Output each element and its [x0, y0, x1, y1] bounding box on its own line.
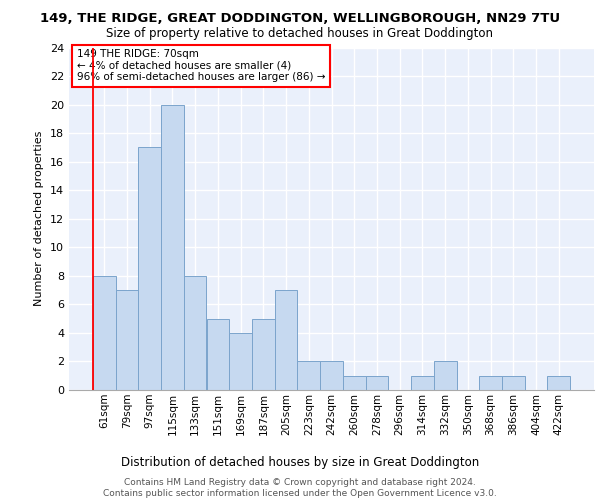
- Bar: [206, 318, 229, 390]
- Bar: [343, 376, 365, 390]
- Text: Distribution of detached houses by size in Great Doddington: Distribution of detached houses by size …: [121, 456, 479, 469]
- Bar: [479, 376, 502, 390]
- Bar: [298, 362, 320, 390]
- Bar: [411, 376, 434, 390]
- Bar: [275, 290, 298, 390]
- Bar: [252, 318, 275, 390]
- Text: Size of property relative to detached houses in Great Doddington: Size of property relative to detached ho…: [107, 27, 493, 40]
- Bar: [320, 362, 343, 390]
- Text: Contains HM Land Registry data © Crown copyright and database right 2024.
Contai: Contains HM Land Registry data © Crown c…: [103, 478, 497, 498]
- Bar: [229, 333, 252, 390]
- Text: 149 THE RIDGE: 70sqm
← 4% of detached houses are smaller (4)
96% of semi-detache: 149 THE RIDGE: 70sqm ← 4% of detached ho…: [77, 49, 325, 82]
- Bar: [139, 148, 161, 390]
- Bar: [161, 104, 184, 390]
- Bar: [434, 362, 457, 390]
- Bar: [93, 276, 116, 390]
- Bar: [365, 376, 388, 390]
- Text: 149, THE RIDGE, GREAT DODDINGTON, WELLINGBOROUGH, NN29 7TU: 149, THE RIDGE, GREAT DODDINGTON, WELLIN…: [40, 12, 560, 24]
- Y-axis label: Number of detached properties: Number of detached properties: [34, 131, 44, 306]
- Bar: [547, 376, 570, 390]
- Bar: [116, 290, 139, 390]
- Bar: [184, 276, 206, 390]
- Bar: [502, 376, 524, 390]
